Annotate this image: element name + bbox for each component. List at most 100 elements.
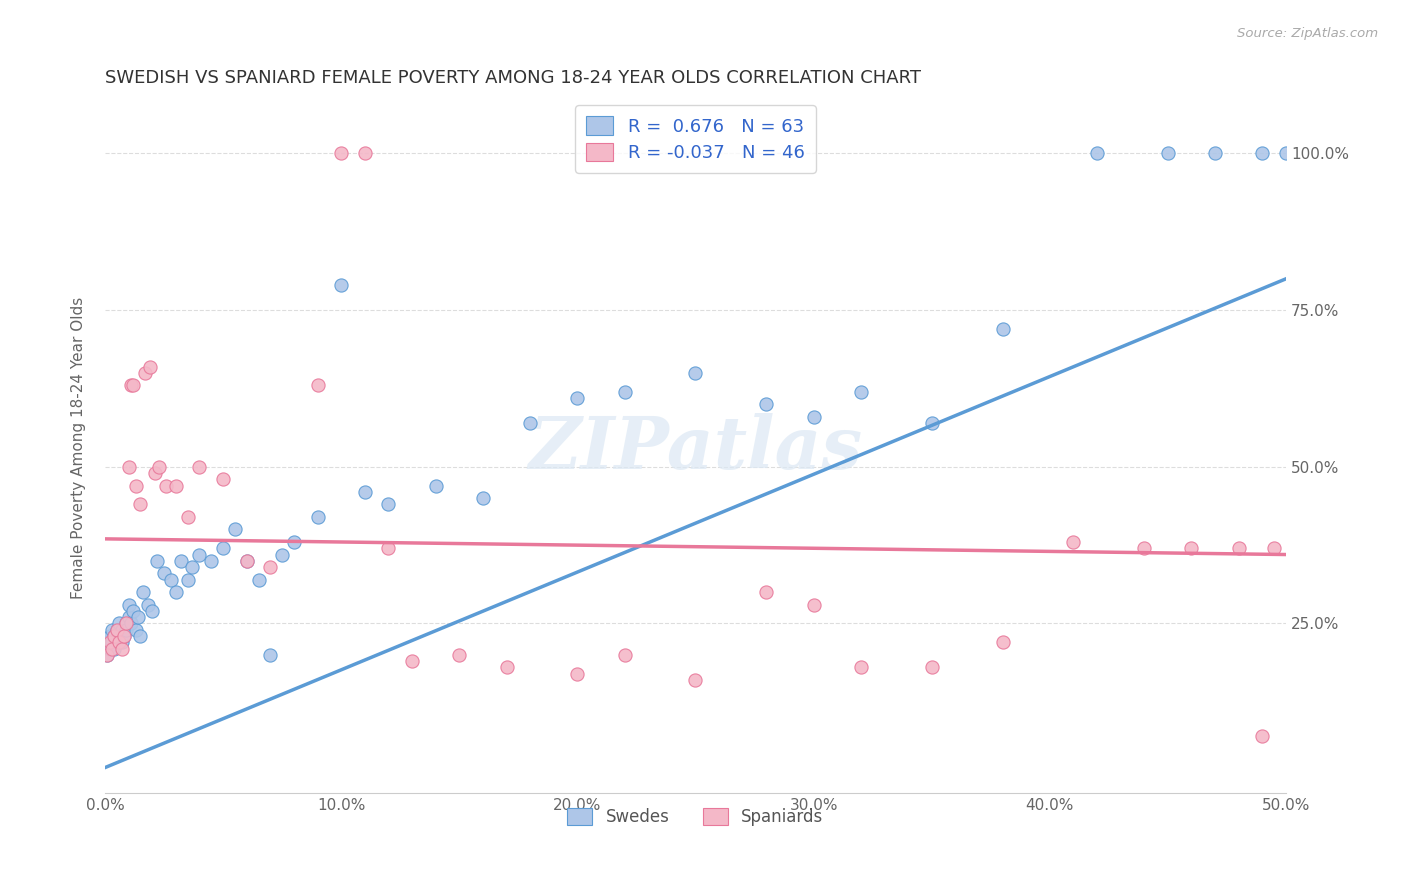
- Point: [125, 623, 148, 637]
- Point: [1251, 146, 1274, 161]
- Point: [110, 623, 132, 637]
- Point: [921, 660, 943, 674]
- Point: [1263, 541, 1285, 556]
- Point: [165, 585, 187, 599]
- Point: [259, 560, 281, 574]
- Point: [247, 573, 270, 587]
- Point: [330, 278, 353, 293]
- Point: [212, 541, 235, 556]
- Point: [1180, 541, 1202, 556]
- Point: [235, 554, 257, 568]
- Point: [307, 510, 329, 524]
- Point: [200, 554, 222, 568]
- Point: [122, 604, 145, 618]
- Point: [330, 146, 353, 161]
- Point: [1133, 541, 1156, 556]
- Point: [425, 478, 447, 492]
- Point: [96, 648, 118, 662]
- Point: [108, 635, 131, 649]
- Point: [471, 491, 494, 505]
- Point: [105, 623, 128, 637]
- Point: [117, 598, 139, 612]
- Point: [122, 378, 145, 392]
- Point: [132, 585, 155, 599]
- Point: [155, 478, 177, 492]
- Point: [98, 635, 121, 649]
- Text: Source: ZipAtlas.com: Source: ZipAtlas.com: [1237, 27, 1378, 40]
- Point: [685, 366, 707, 380]
- Point: [1085, 146, 1108, 161]
- Point: [96, 648, 118, 662]
- Point: [259, 648, 281, 662]
- Point: [117, 459, 139, 474]
- Point: [1251, 729, 1274, 743]
- Point: [139, 359, 162, 374]
- Point: [169, 554, 191, 568]
- Point: [101, 641, 124, 656]
- Point: [401, 654, 423, 668]
- Y-axis label: Female Poverty Among 18-24 Year Olds: Female Poverty Among 18-24 Year Olds: [72, 297, 86, 599]
- Point: [112, 629, 135, 643]
- Point: [160, 573, 183, 587]
- Point: [353, 484, 375, 499]
- Point: [98, 629, 121, 643]
- Point: [153, 566, 176, 581]
- Point: [188, 548, 211, 562]
- Point: [449, 648, 471, 662]
- Point: [377, 497, 399, 511]
- Point: [991, 635, 1014, 649]
- Point: [803, 598, 825, 612]
- Point: [519, 416, 541, 430]
- Point: [108, 629, 131, 643]
- Point: [110, 641, 132, 656]
- Point: [176, 510, 198, 524]
- Point: [176, 573, 198, 587]
- Point: [613, 384, 636, 399]
- Point: [101, 623, 124, 637]
- Point: [353, 146, 375, 161]
- Point: [117, 610, 139, 624]
- Text: ZIPatlas: ZIPatlas: [529, 412, 862, 483]
- Point: [112, 629, 135, 643]
- Point: [103, 629, 125, 643]
- Point: [188, 459, 211, 474]
- Point: [1204, 146, 1226, 161]
- Point: [212, 472, 235, 486]
- Point: [129, 629, 152, 643]
- Point: [1157, 146, 1180, 161]
- Point: [1227, 541, 1250, 556]
- Point: [1275, 146, 1298, 161]
- Point: [96, 635, 118, 649]
- Point: [115, 623, 138, 637]
- Point: [136, 598, 159, 612]
- Point: [224, 523, 246, 537]
- Point: [803, 409, 825, 424]
- Point: [129, 497, 152, 511]
- Point: [115, 616, 138, 631]
- Point: [567, 666, 589, 681]
- Point: [1062, 535, 1084, 549]
- Point: [377, 541, 399, 556]
- Point: [148, 459, 170, 474]
- Point: [105, 623, 128, 637]
- Point: [120, 378, 142, 392]
- Point: [567, 391, 589, 405]
- Point: [125, 478, 148, 492]
- Point: [307, 378, 329, 392]
- Point: [134, 366, 156, 380]
- Point: [685, 673, 707, 687]
- Point: [146, 554, 169, 568]
- Point: [98, 641, 121, 656]
- Point: [235, 554, 257, 568]
- Point: [849, 660, 872, 674]
- Point: [108, 616, 131, 631]
- Point: [141, 604, 163, 618]
- Point: [143, 466, 166, 480]
- Point: [921, 416, 943, 430]
- Legend: Swedes, Spaniards: Swedes, Spaniards: [561, 801, 830, 832]
- Point: [165, 478, 187, 492]
- Point: [755, 585, 778, 599]
- Point: [181, 560, 204, 574]
- Point: [283, 535, 305, 549]
- Point: [105, 635, 128, 649]
